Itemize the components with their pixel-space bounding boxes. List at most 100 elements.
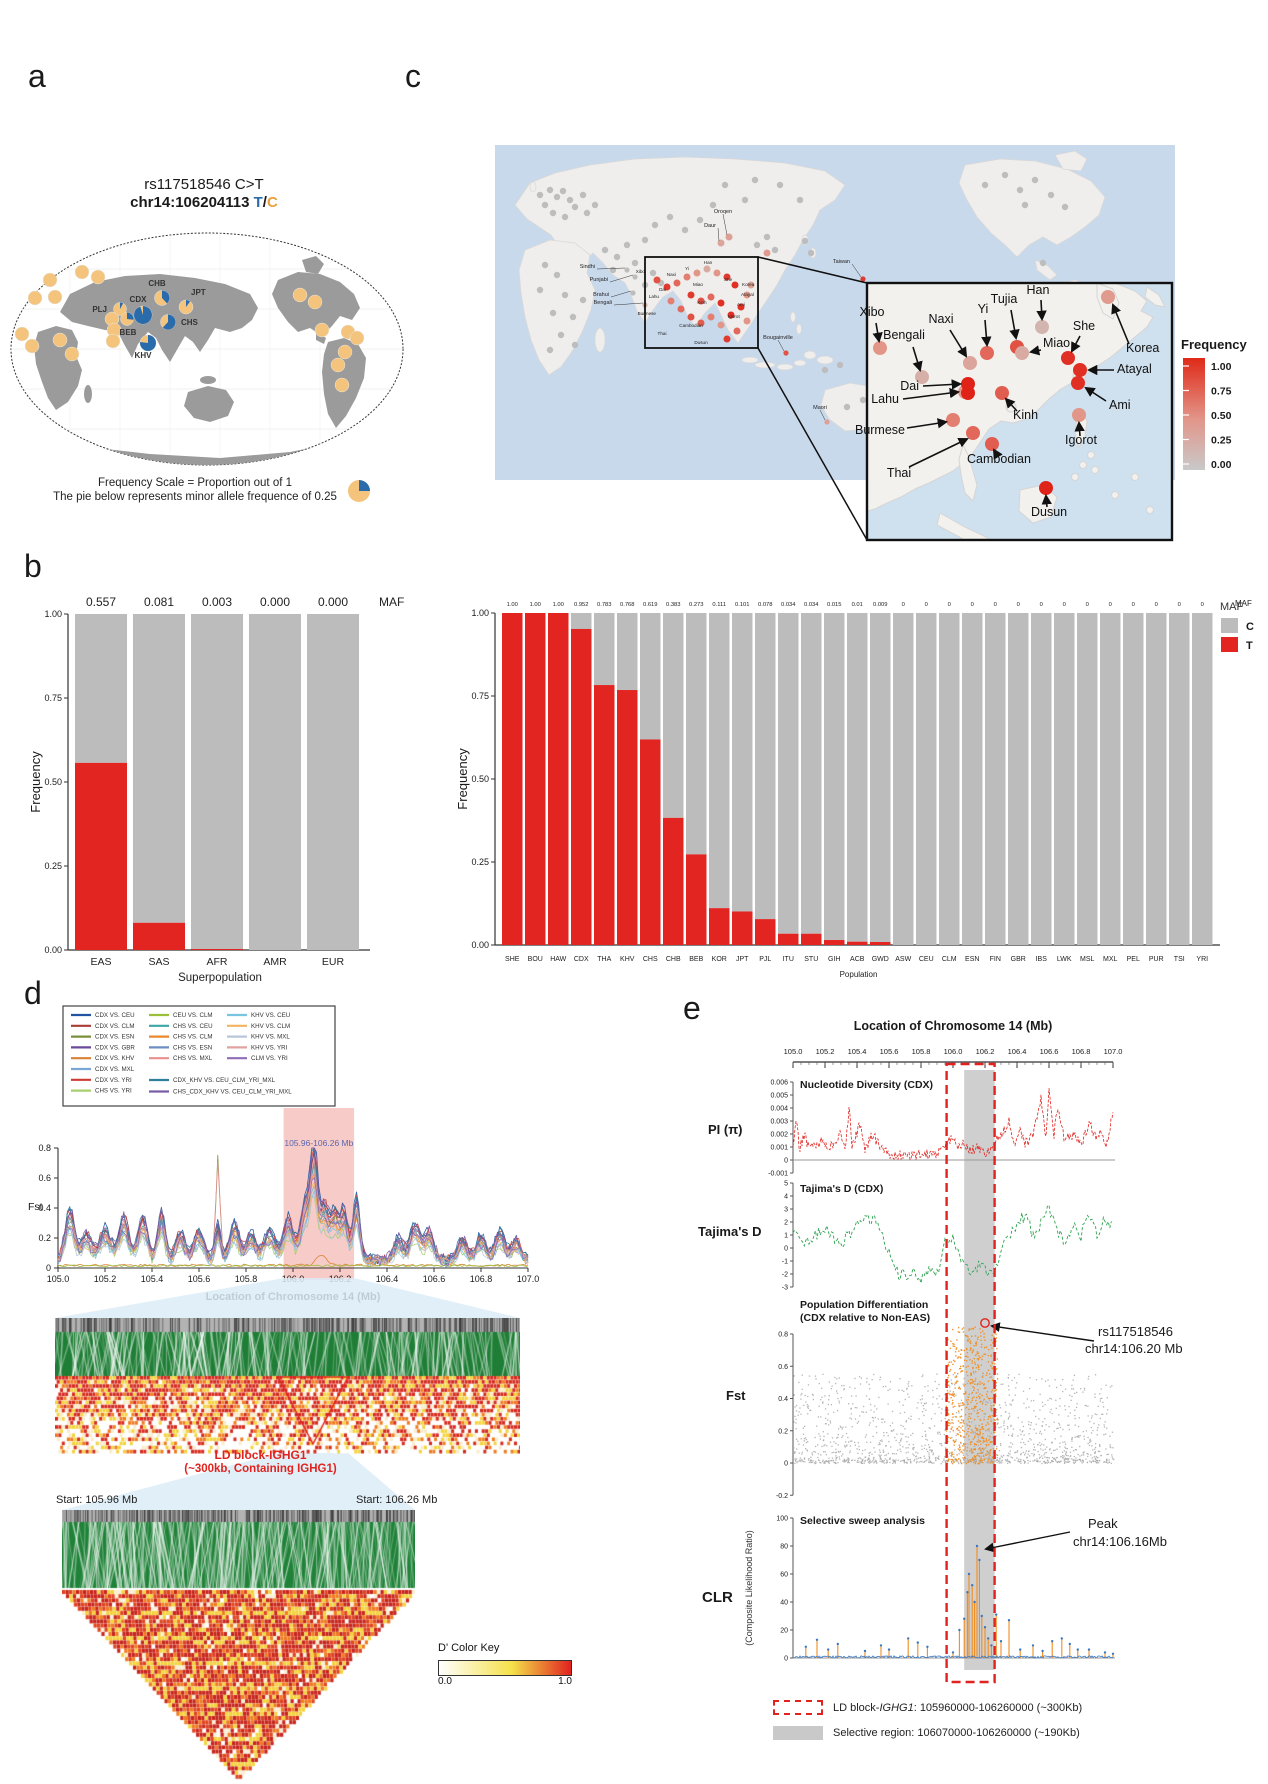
- pie-label-PLJ: PLJ: [92, 305, 107, 314]
- svg-text:0.75: 0.75: [1211, 386, 1232, 398]
- svg-text:106.4: 106.4: [376, 1274, 399, 1284]
- svg-text:0.2: 0.2: [778, 1428, 788, 1435]
- bars: [502, 613, 1213, 945]
- svg-text:0.25: 0.25: [1211, 435, 1232, 447]
- svg-text:-2: -2: [782, 1272, 788, 1279]
- svg-text:0: 0: [902, 602, 905, 608]
- inset-label-Lahu: Lahu: [871, 392, 899, 406]
- svg-text:0.6: 0.6: [38, 1173, 51, 1183]
- svg-text:SAS: SAS: [148, 956, 169, 968]
- svg-text:-0.2: -0.2: [776, 1493, 788, 1500]
- variant-title-block: rs117518546 C>T chr14:106204113 T/C: [84, 176, 324, 212]
- ld-block-label: LD block-IGHG1 (~300kb, Containing IGHG1…: [148, 1448, 373, 1476]
- fst-scatter-points: [793, 1326, 1115, 1465]
- svg-text:105.4: 105.4: [141, 1274, 164, 1284]
- svg-text:105.0: 105.0: [47, 1274, 70, 1284]
- ld-block-swatch: [773, 1700, 823, 1715]
- inset-label-Bengali: Bengali: [883, 328, 925, 342]
- svg-text:0: 0: [46, 1263, 51, 1273]
- bars: [75, 614, 359, 950]
- svg-text:PI (π): PI (π): [708, 1122, 743, 1137]
- allele-c: C: [266, 194, 278, 211]
- svg-text:Bougainville: Bougainville: [763, 335, 793, 341]
- legend-entry: CDX VS. GBR: [95, 1044, 135, 1051]
- svg-text:105.6: 105.6: [188, 1274, 211, 1284]
- svg-text:0.768: 0.768: [620, 602, 635, 608]
- inset-label-Xibo: Xibo: [859, 305, 884, 319]
- legend-entry: CHS VS. CLM: [173, 1034, 213, 1041]
- frequency-colorbar: Frequency 1.00 0.75 0.50 0.25 0.00: [1181, 337, 1248, 471]
- svg-text:1.00: 1.00: [44, 609, 62, 619]
- svg-text:60: 60: [780, 1572, 788, 1579]
- svg-text:0: 0: [784, 1246, 788, 1253]
- svg-text:0.50: 0.50: [471, 774, 489, 784]
- svg-text:0.003: 0.003: [202, 595, 232, 609]
- svg-text:20: 20: [780, 1628, 788, 1635]
- svg-text:Frequency: Frequency: [1181, 337, 1248, 352]
- small-map-labels: Sindhi Punjabi Brahui Bengali Oroqen Daur Taiw…: [580, 209, 866, 425]
- variant-rsid: rs117518546 C>T: [144, 176, 264, 193]
- svg-text:1.00: 1.00: [471, 608, 489, 618]
- svg-text:40: 40: [780, 1600, 788, 1607]
- svg-text:105.8: 105.8: [912, 1047, 931, 1056]
- svg-text:Han: Han: [704, 260, 713, 265]
- svg-text:0.081: 0.081: [144, 595, 174, 609]
- svg-text:106.0: 106.0: [944, 1047, 963, 1056]
- legend-entry: CHS VS. YRI: [95, 1088, 132, 1095]
- legend-entry: CDX VS. MXL: [95, 1066, 135, 1073]
- svg-text:CLR: CLR: [702, 1589, 733, 1606]
- inset-label-Naxi: Naxi: [928, 312, 953, 326]
- svg-text:107.0: 107.0: [517, 1274, 540, 1284]
- svg-text:ACB: ACB: [850, 956, 865, 963]
- svg-text:Frequency: Frequency: [455, 748, 470, 810]
- svg-text:0.111: 0.111: [712, 602, 726, 608]
- inset-label-Dai: Dai: [900, 379, 919, 393]
- population-maf-chart: 1.00 0.75 0.50 0.25 0.00 Frequency 1.00 SHE 1.00…: [455, 599, 1254, 979]
- inset-label-Ami: Ami: [1109, 398, 1131, 412]
- legend-entry: CDX VS. ESN: [95, 1034, 134, 1041]
- svg-text:100: 100: [776, 1516, 788, 1523]
- ld-block-label-line1: LD block-IGHG1: [214, 1448, 307, 1462]
- svg-text:MAF: MAF: [1235, 599, 1252, 608]
- svg-text:chr14:106.16Mb: chr14:106.16Mb: [1073, 1534, 1167, 1549]
- svg-text:Yi: Yi: [685, 266, 689, 271]
- svg-text:Frequency: Frequency: [28, 751, 43, 813]
- svg-text:Kinh: Kinh: [697, 300, 707, 305]
- svg-text:MAF: MAF: [1220, 601, 1244, 613]
- ld-block-legend-row: LD block-IGHG1: 105960000-106260000 (~30…: [773, 1700, 1082, 1715]
- allele-pies: CHB JPT CDX PLJ BEB CHS KHV: [14, 264, 365, 393]
- dprime-key-min: 0.0: [438, 1676, 452, 1687]
- svg-text:chr14:106.20 Mb: chr14:106.20 Mb: [1085, 1341, 1183, 1356]
- inset-label-Igorot: Igorot: [1065, 433, 1097, 447]
- svg-text:rs117518546: rs117518546: [1098, 1324, 1173, 1339]
- variant-chr: chr14:106204113: [130, 194, 250, 211]
- dprime-color-key: D' Color Key 0.0 1.0: [438, 1642, 572, 1687]
- svg-text:0.557: 0.557: [86, 595, 116, 609]
- pie-label-KHV: KHV: [135, 351, 153, 360]
- svg-text:MAF: MAF: [379, 595, 404, 609]
- svg-text:0.383: 0.383: [666, 602, 681, 608]
- svg-text:3: 3: [784, 1207, 788, 1214]
- svg-text:THA: THA: [597, 956, 611, 963]
- svg-text:0.034: 0.034: [804, 602, 819, 608]
- svg-text:0.619: 0.619: [643, 602, 658, 608]
- svg-text:CHS: CHS: [643, 956, 658, 963]
- svg-text:0.001: 0.001: [770, 1145, 788, 1152]
- svg-text:KHV: KHV: [620, 956, 635, 963]
- svg-text:Peak: Peak: [1088, 1516, 1118, 1531]
- reference-population-dots: [536, 171, 1089, 411]
- svg-text:Nucleotide Diversity (CDX): Nucleotide Diversity (CDX): [800, 1079, 933, 1091]
- dprime-key-max: 1.0: [558, 1676, 572, 1687]
- svg-text:105.96-106.26 Mb: 105.96-106.26 Mb: [284, 1138, 353, 1148]
- svg-text:0: 0: [1063, 602, 1066, 608]
- svg-text:0: 0: [971, 602, 974, 608]
- svg-text:0.002: 0.002: [770, 1132, 788, 1139]
- svg-text:Miao: Miao: [693, 282, 703, 287]
- svg-text:0.2: 0.2: [38, 1233, 51, 1243]
- svg-text:Xibo: Xibo: [636, 269, 646, 274]
- svg-text:105.6: 105.6: [880, 1047, 899, 1056]
- svg-text:CEU: CEU: [919, 956, 934, 963]
- svg-text:0.25: 0.25: [44, 861, 62, 871]
